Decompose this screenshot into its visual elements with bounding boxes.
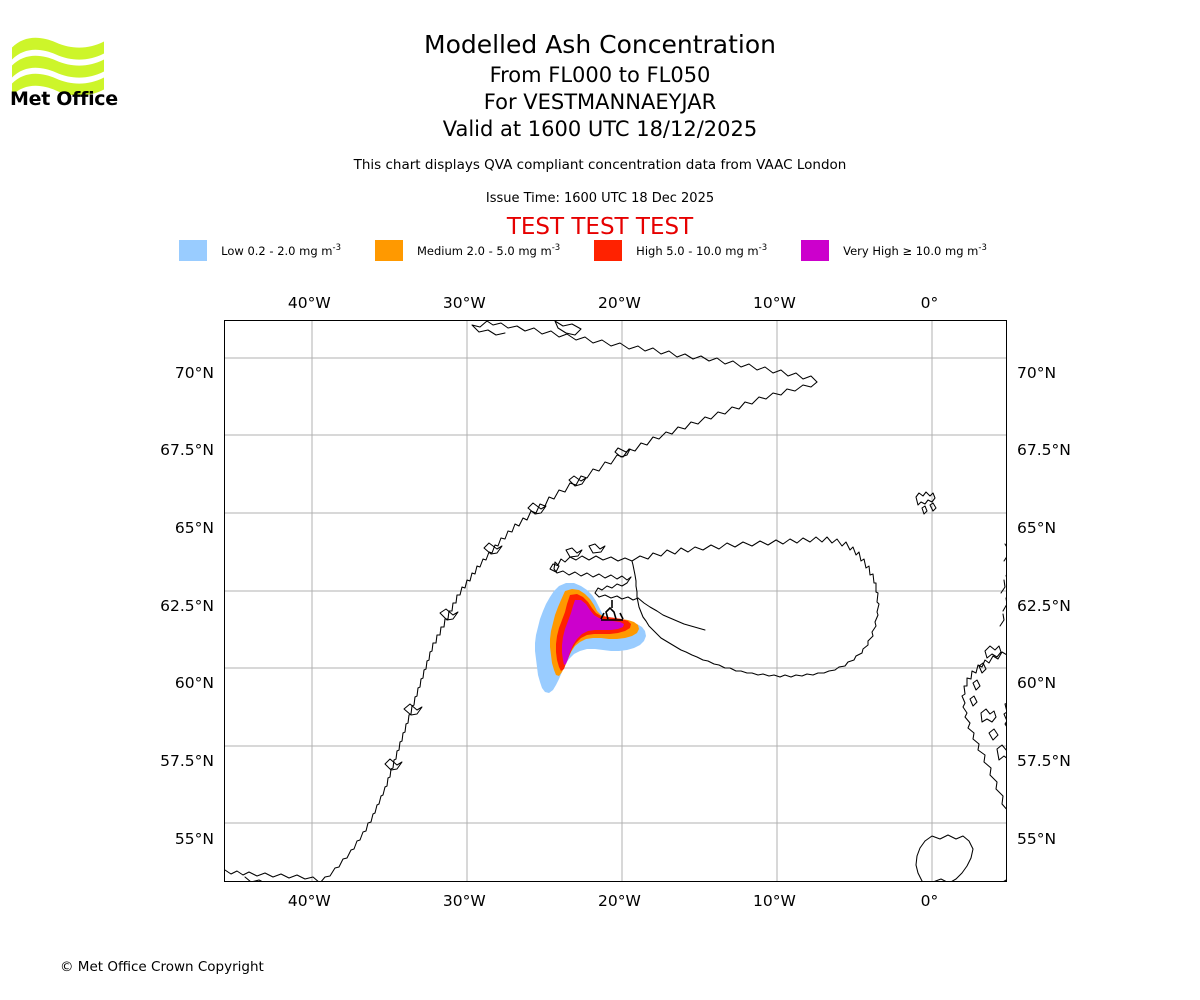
legend-label-low: Low 0.2 - 2.0 mg m-3 (221, 243, 341, 258)
subtitle-site: For VESTMANNAEYJAR (483, 90, 717, 114)
lon-tick-top-3: 10°W (753, 294, 796, 312)
lat-tick-left-4: 60°N (174, 674, 214, 693)
legend-swatch-medium (374, 240, 403, 261)
coastlines (225, 321, 1006, 881)
lat-tick-left-6: 55°N (174, 829, 214, 848)
subtitle-valid-time: Valid at 1600 UTC 18/12/2025 (442, 117, 758, 141)
map-gridlines (225, 321, 1006, 881)
legend-item-low: Low 0.2 - 2.0 mg m-3 (179, 240, 375, 261)
copyright-notice: © Met Office Crown Copyright (60, 959, 264, 975)
lon-tick-bottom-1: 30°W (442, 892, 486, 910)
legend-item-medium: Medium 2.0 - 5.0 mg m-3 (374, 240, 594, 261)
legend-label-medium: Medium 2.0 - 5.0 mg m-3 (416, 243, 561, 258)
legend-swatch-low (179, 240, 208, 261)
lat-tick-left-2: 65°N (174, 519, 214, 538)
lon-tick-top-0: 40°W (287, 294, 331, 312)
plume-band-very-high (562, 600, 624, 665)
ash-plume-contours (535, 583, 646, 693)
legend: Low 0.2 - 2.0 mg m-3 Medium 2.0 - 5.0 mg … (0, 240, 1200, 261)
map-plot-area (224, 320, 1007, 882)
met-office-logo (12, 37, 104, 96)
volcano-source-marker (600, 600, 624, 621)
lon-tick-top-2: 20°W (597, 294, 641, 312)
lon-tick-bottom-0: 40°W (287, 892, 331, 910)
legend-label-high: High 5.0 - 10.0 mg m-3 (636, 243, 768, 258)
test-banner: TEST TEST TEST (506, 214, 694, 240)
legend-swatch-very-high (801, 240, 830, 261)
lat-tick-right-0: 70°N (1017, 363, 1057, 382)
lat-tick-right-2: 65°N (1017, 519, 1057, 538)
lat-tick-right-6: 55°N (1017, 829, 1057, 848)
legend-item-very-high: Very High ≥ 10.0 mg m-3 (801, 240, 1021, 261)
met-office-wordmark: Met Office (10, 88, 118, 110)
lat-tick-left-3: 62.5°N (160, 596, 214, 615)
legend-item-high: High 5.0 - 10.0 mg m-3 (594, 240, 801, 261)
page-title: Modelled Ash Concentration (424, 30, 776, 59)
lat-tick-right-3: 62.5°N (1017, 596, 1071, 615)
lon-tick-top-4: 0° (920, 294, 939, 312)
lat-tick-right-1: 67.5°N (1017, 441, 1071, 460)
legend-swatch-high (594, 240, 623, 261)
lon-tick-bottom-2: 20°W (597, 892, 641, 910)
lat-tick-left-1: 67.5°N (160, 441, 214, 460)
lon-tick-bottom-4: 0° (920, 892, 939, 910)
issue-time: Issue Time: 1600 UTC 18 Dec 2025 (485, 191, 715, 206)
lon-tick-top-1: 30°W (442, 294, 486, 312)
lat-tick-right-4: 60°N (1017, 674, 1057, 693)
title-block: Modelled Ash Concentration From FL000 to… (0, 28, 1200, 143)
chart-note: This chart displays QVA compliant concen… (353, 157, 847, 173)
subtitle-flight-levels: From FL000 to FL050 (489, 63, 711, 87)
lat-tick-left-5: 57.5°N (160, 751, 214, 770)
lat-tick-left-0: 70°N (174, 363, 214, 382)
lon-tick-bottom-3: 10°W (753, 892, 796, 910)
lat-tick-right-5: 57.5°N (1017, 751, 1071, 770)
legend-label-very-high: Very High ≥ 10.0 mg m-3 (843, 243, 987, 258)
